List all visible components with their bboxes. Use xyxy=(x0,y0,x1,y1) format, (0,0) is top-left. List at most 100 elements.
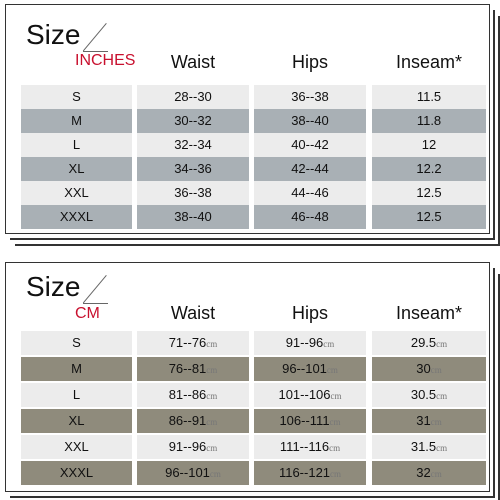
hips-value: 111--116 xyxy=(279,439,330,454)
inseam-cell: 30.5cm xyxy=(372,383,486,407)
cell-unit-label: cm xyxy=(206,391,218,401)
waist-value: 76--81 xyxy=(168,361,207,376)
size-value: S xyxy=(72,335,81,350)
cell-unit-label: cm xyxy=(436,339,448,349)
cell-unit-label: cm xyxy=(430,365,442,375)
hips-value: 96--101 xyxy=(282,361,327,376)
size-cell: XXXL xyxy=(21,205,132,229)
size-cell: L xyxy=(21,133,132,157)
title-divider-slash xyxy=(82,275,107,304)
table-row: L 32--34 40--42 12 xyxy=(21,133,486,157)
hips-cell: 106--111cm xyxy=(254,409,366,433)
cell-unit-label: cm xyxy=(430,417,442,427)
inches-size-chart: Size INCHES Waist Hips Inseam* S 28--30 36… xyxy=(5,4,490,234)
cell-unit-label: cm xyxy=(206,443,218,453)
cell-unit-label: cm xyxy=(206,417,218,427)
size-value: XL xyxy=(68,413,85,428)
inseam-value: 12.5 xyxy=(416,185,442,200)
waist-cell: 71--76cm xyxy=(137,331,249,355)
cell-unit-label: cm xyxy=(209,469,221,479)
inseam-cell: 30cm xyxy=(372,357,486,381)
inseam-value: 31 xyxy=(416,413,431,428)
cell-unit-label: cm xyxy=(329,417,341,427)
waist-value: 38--40 xyxy=(174,209,212,224)
table-row: S 28--30 36--38 11.5 xyxy=(21,85,486,109)
cell-unit-label: cm xyxy=(323,339,335,349)
size-value: XXL xyxy=(64,185,89,200)
size-value: M xyxy=(71,113,82,128)
hips-value: 38--40 xyxy=(291,113,329,128)
size-cell: M xyxy=(21,109,132,133)
inseam-cell: 12 xyxy=(372,133,486,157)
hips-cell: 44--46 xyxy=(254,181,366,205)
inches-chart-title: Size xyxy=(26,19,81,50)
hips-value: 42--44 xyxy=(291,161,329,176)
table-row: XXL 36--38 44--46 12.5 xyxy=(21,181,486,205)
title-divider-slash xyxy=(82,23,107,52)
inseam-cell: 32cm xyxy=(372,461,486,485)
hips-cell: 40--42 xyxy=(254,133,366,157)
waist-cell: 30--32 xyxy=(137,109,249,133)
cell-unit-label: cm xyxy=(329,443,341,453)
size-cell: S xyxy=(21,85,132,109)
cell-unit-label: cm xyxy=(206,365,218,375)
table-row: XXXL 38--40 46--48 12.5 xyxy=(21,205,486,229)
waist-cell: 28--30 xyxy=(137,85,249,109)
waist-value: 28--30 xyxy=(174,89,212,104)
inseam-value: 31.5 xyxy=(410,439,437,454)
table-row: M 76--81cm 96--101cm 30cm xyxy=(21,357,486,381)
table-row: XL 86--91cm 106--111cm 31cm xyxy=(21,409,486,433)
size-value: M xyxy=(71,361,82,376)
hips-value: 40--42 xyxy=(291,137,329,152)
hips-value: 91--96 xyxy=(285,335,324,350)
inseam-cell: 31cm xyxy=(372,409,486,433)
inseam-value: 11.5 xyxy=(416,89,442,104)
waist-value: 34--36 xyxy=(174,161,212,176)
hips-cell: 36--38 xyxy=(254,85,366,109)
inseam-cell: 31.5cm xyxy=(372,435,486,459)
inseam-cell: 29.5cm xyxy=(372,331,486,355)
cm-unit-label: CM xyxy=(75,305,100,322)
waist-header: Waist xyxy=(170,52,216,72)
size-cell: XL xyxy=(21,409,132,433)
waist-cell: 86--91cm xyxy=(137,409,249,433)
cm-chart-title: Size xyxy=(26,271,81,302)
hips-header: Hips xyxy=(291,52,328,72)
inseam-cell: 11.5 xyxy=(372,85,486,109)
inches-unit-label: INCHES xyxy=(75,52,136,69)
cell-unit-label: cm xyxy=(330,391,342,401)
cell-unit-label: cm xyxy=(326,365,338,375)
size-cell: S xyxy=(21,331,132,355)
inseam-cell: 12.5 xyxy=(372,181,486,205)
size-cell: L xyxy=(21,383,132,407)
inseam-value: 12 xyxy=(421,137,437,152)
waist-cell: 96--101cm xyxy=(137,461,249,485)
waist-cell: 34--36 xyxy=(137,157,249,181)
title-underline xyxy=(83,51,108,52)
size-value: L xyxy=(72,387,81,402)
waist-value: 86--91 xyxy=(168,413,207,428)
inseam-value: 30.5 xyxy=(410,387,437,402)
hips-cell: 111--116cm xyxy=(254,435,366,459)
cell-unit-label: cm xyxy=(430,469,442,479)
table-row: M 30--32 38--40 11.8 xyxy=(21,109,486,133)
table-row: S 71--76cm 91--96cm 29.5cm xyxy=(21,331,486,355)
inseam-cell: 12.5 xyxy=(372,205,486,229)
waist-value: 91--96 xyxy=(168,439,207,454)
inseam-value: 29.5 xyxy=(410,335,437,350)
hips-value: 44--46 xyxy=(291,185,329,200)
hips-value: 36--38 xyxy=(291,89,329,104)
inseam-value: 12.2 xyxy=(416,161,442,176)
table-row: XL 34--36 42--44 12.2 xyxy=(21,157,486,181)
hips-cell: 116--121cm xyxy=(254,461,366,485)
hips-cell: 101--106cm xyxy=(254,383,366,407)
size-cell: M xyxy=(21,357,132,381)
hips-value: 106--111 xyxy=(279,413,330,428)
hips-cell: 38--40 xyxy=(254,109,366,133)
waist-value: 71--76 xyxy=(168,335,207,350)
table-row: L 81--86cm 101--106cm 30.5cm xyxy=(21,383,486,407)
waist-value: 30--32 xyxy=(174,113,212,128)
hips-cell: 42--44 xyxy=(254,157,366,181)
cell-unit-label: cm xyxy=(330,469,342,479)
cell-unit-label: cm xyxy=(436,391,448,401)
